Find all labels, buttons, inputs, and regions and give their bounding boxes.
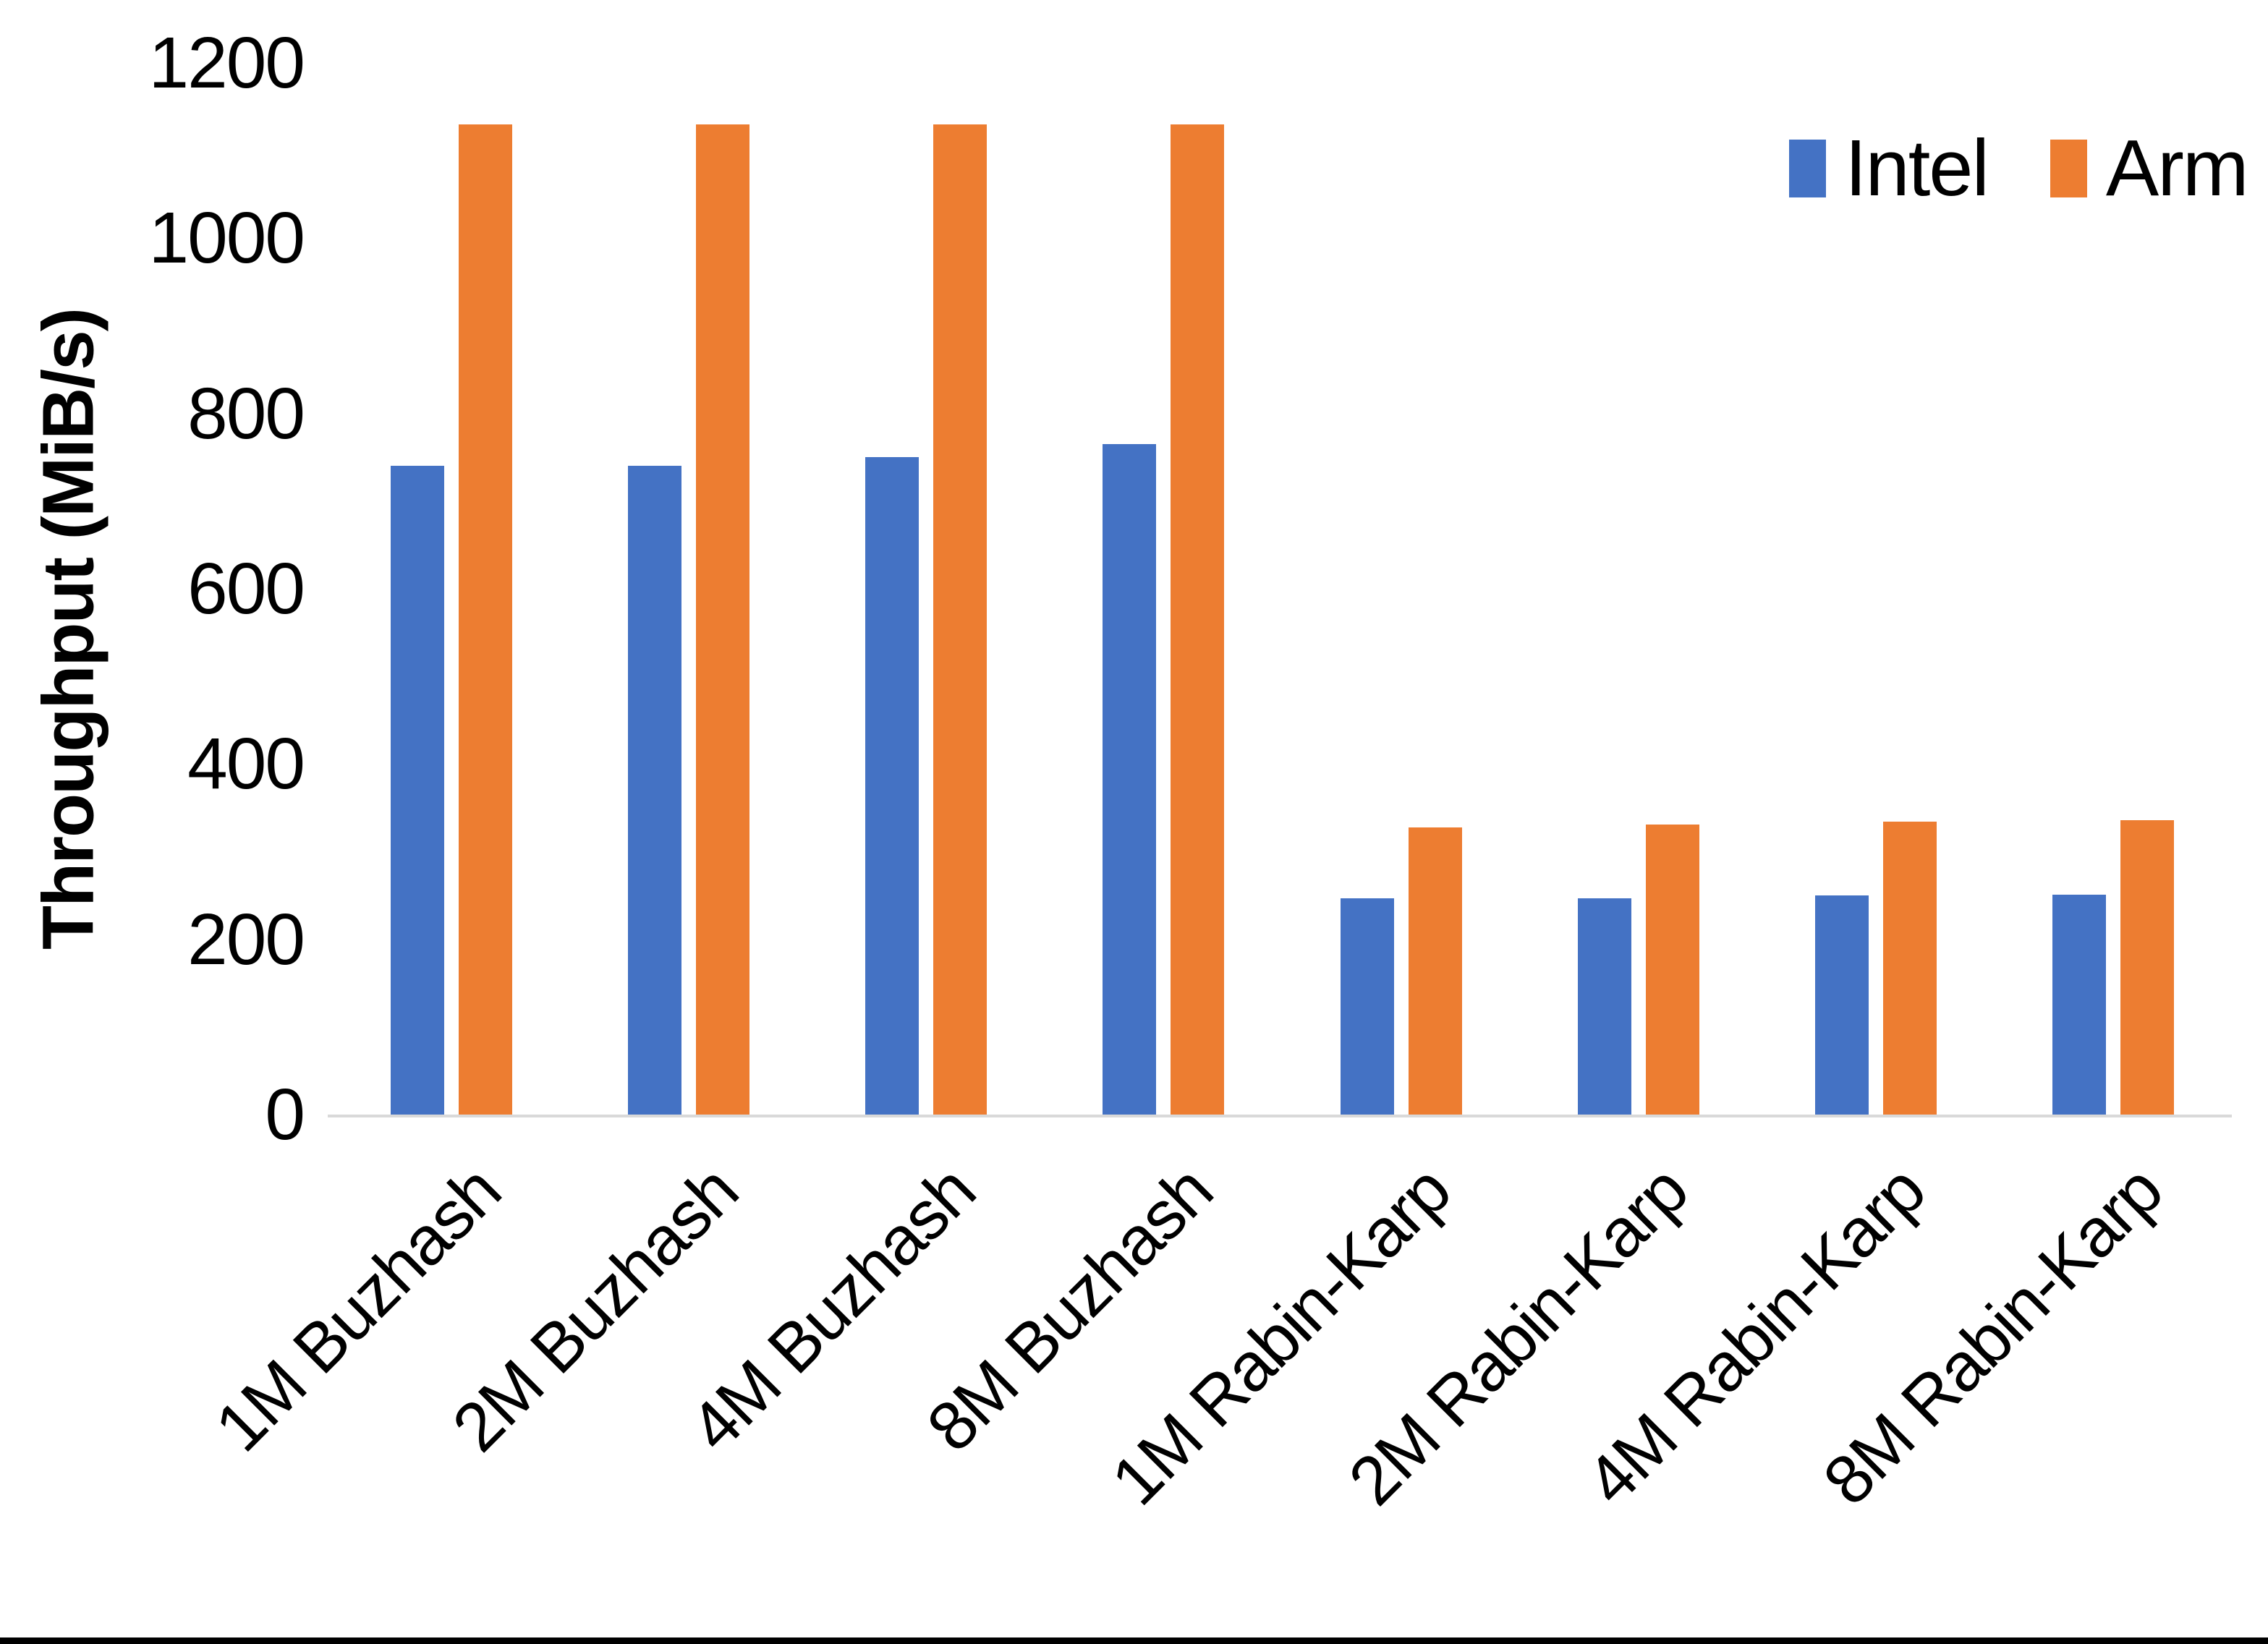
legend-item-intel: Intel	[1789, 124, 1989, 213]
x-axis-line	[328, 1115, 2232, 1117]
bar-intel-2m-buzhash	[628, 466, 682, 1115]
legend-item-arm: Arm	[2050, 124, 2249, 213]
y-tick-0: 0	[265, 1074, 305, 1155]
bar-intel-4m-buzhash	[865, 457, 919, 1115]
bar-intel-1m-rabin-karp	[1340, 898, 1394, 1115]
legend-label-intel: Intel	[1845, 124, 1989, 213]
bar-arm-8m-rabin-karp	[2120, 819, 2174, 1115]
bar-arm-2m-rabin-karp	[1645, 824, 1699, 1115]
legend-label-arm: Arm	[2105, 124, 2249, 213]
y-tick-200: 200	[187, 898, 305, 980]
bar-arm-2m-buzhash	[696, 124, 750, 1115]
y-tick-1200: 1200	[148, 22, 305, 103]
y-tick-800: 800	[187, 372, 305, 454]
y-tick-1000: 1000	[148, 197, 305, 279]
bar-arm-1m-buzhash	[459, 124, 513, 1115]
bottom-border	[0, 1637, 2268, 1644]
legend-swatch-arm	[2050, 140, 2087, 197]
bar-intel-1m-buzhash	[391, 466, 445, 1115]
bar-intel-4m-rabin-karp	[1814, 895, 1869, 1115]
bar-arm-4m-buzhash	[933, 124, 988, 1115]
bar-intel-2m-rabin-karp	[1577, 898, 1631, 1115]
bar-intel-8m-rabin-karp	[2052, 894, 2106, 1115]
bar-arm-1m-rabin-karp	[1408, 827, 1462, 1115]
bar-arm-4m-rabin-karp	[1882, 822, 1937, 1115]
y-tick-400: 400	[187, 723, 305, 805]
legend: Intel Arm	[1789, 124, 2249, 213]
bar-arm-8m-buzhash	[1171, 124, 1225, 1115]
bar-intel-8m-buzhash	[1103, 444, 1157, 1115]
legend-swatch-intel	[1789, 140, 1826, 197]
y-tick-600: 600	[187, 548, 305, 629]
